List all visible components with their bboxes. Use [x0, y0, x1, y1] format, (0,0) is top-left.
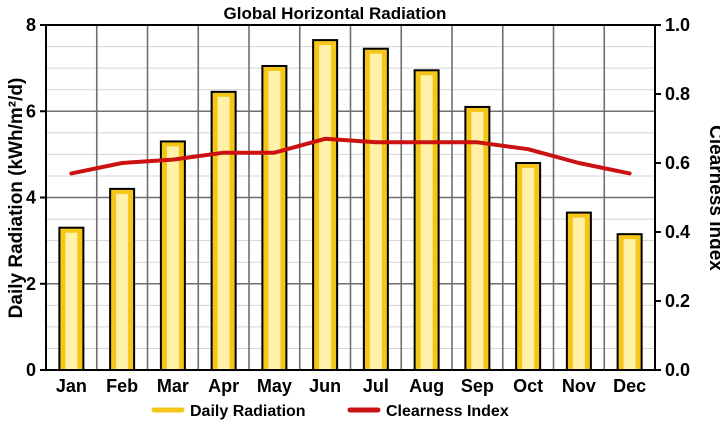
bar-nov	[565, 211, 592, 371]
bar-jul	[362, 47, 389, 371]
y-right-tick-label: 0.2	[665, 291, 690, 311]
bar-inner-fill	[420, 75, 433, 370]
bar-feb	[109, 187, 136, 371]
x-tick-label-jan: Jan	[56, 376, 87, 396]
y-axis-label-left: Daily Radiation (kWh/m²/d)	[6, 78, 27, 319]
bar-jun	[312, 39, 339, 371]
bar-inner-fill	[623, 239, 636, 370]
bar-apr	[210, 90, 237, 371]
x-tick-label-feb: Feb	[106, 376, 138, 396]
bar-sep	[464, 105, 491, 371]
y-axis-label-right: Clearness Index	[705, 125, 720, 271]
y-left-tick-label: 0	[26, 360, 36, 380]
bar-may	[261, 64, 288, 371]
x-tick-label-jun: Jun	[309, 376, 341, 396]
y-right-tick-label: 1.0	[665, 15, 690, 35]
bar-dec	[616, 233, 643, 371]
grid	[46, 24, 655, 371]
legend-label-clearness-index: Clearness Index	[386, 403, 509, 420]
x-ticks: Jan Feb Mar Apr May Jun Jul Aug Sep Oct Nov Dec	[56, 376, 646, 396]
x-tick-label-dec: Dec	[613, 376, 646, 396]
legend: Daily Radiation Clearness Index	[151, 403, 509, 420]
bar-inner-fill	[319, 45, 332, 370]
y-left-ticks: 0 2 4 6 8	[26, 15, 46, 380]
y-right-tick-label: 0.0	[665, 360, 690, 380]
x-tick-label-jul: Jul	[363, 376, 389, 396]
bar-inner-fill	[116, 193, 129, 370]
bar-inner-fill	[471, 111, 484, 370]
y-right-tick-label: 0.6	[665, 153, 690, 173]
y-right-ticks: 0.0 0.2 0.4 0.6 0.8 1.0	[655, 15, 690, 380]
x-tick-label-mar: Mar	[157, 376, 189, 396]
bar-oct	[515, 162, 542, 371]
x-tick-label-nov: Nov	[562, 376, 596, 396]
bar-inner-fill	[369, 53, 382, 370]
bars	[58, 39, 643, 371]
bar-inner-fill	[65, 232, 78, 370]
chart-title: Global Horizontal Radiation	[224, 4, 447, 23]
y-right-tick-label: 0.8	[665, 84, 690, 104]
bar-mar	[159, 140, 186, 371]
y-left-tick-label: 2	[26, 274, 36, 294]
y-left-tick-label: 8	[26, 15, 36, 35]
y-left-tick-label: 6	[26, 101, 36, 121]
bar-inner-fill	[522, 168, 535, 370]
bar-jan	[58, 226, 85, 371]
x-tick-label-oct: Oct	[513, 376, 543, 396]
clearness-index-line	[69, 136, 632, 176]
bar-inner-fill	[217, 96, 230, 370]
y-right-tick-label: 0.4	[665, 222, 690, 242]
clearness-line-group	[69, 136, 632, 176]
x-tick-label-aug: Aug	[409, 376, 444, 396]
bar-aug	[413, 69, 440, 371]
x-tick-label-may: May	[257, 376, 292, 396]
x-tick-label-apr: Apr	[208, 376, 239, 396]
bar-inner-fill	[572, 217, 585, 370]
x-tick-label-sep: Sep	[461, 376, 494, 396]
y-left-tick-label: 4	[26, 188, 36, 208]
legend-label-daily-radiation: Daily Radiation	[190, 403, 306, 420]
bar-inner-fill	[166, 146, 179, 370]
bar-inner-fill	[268, 70, 281, 370]
